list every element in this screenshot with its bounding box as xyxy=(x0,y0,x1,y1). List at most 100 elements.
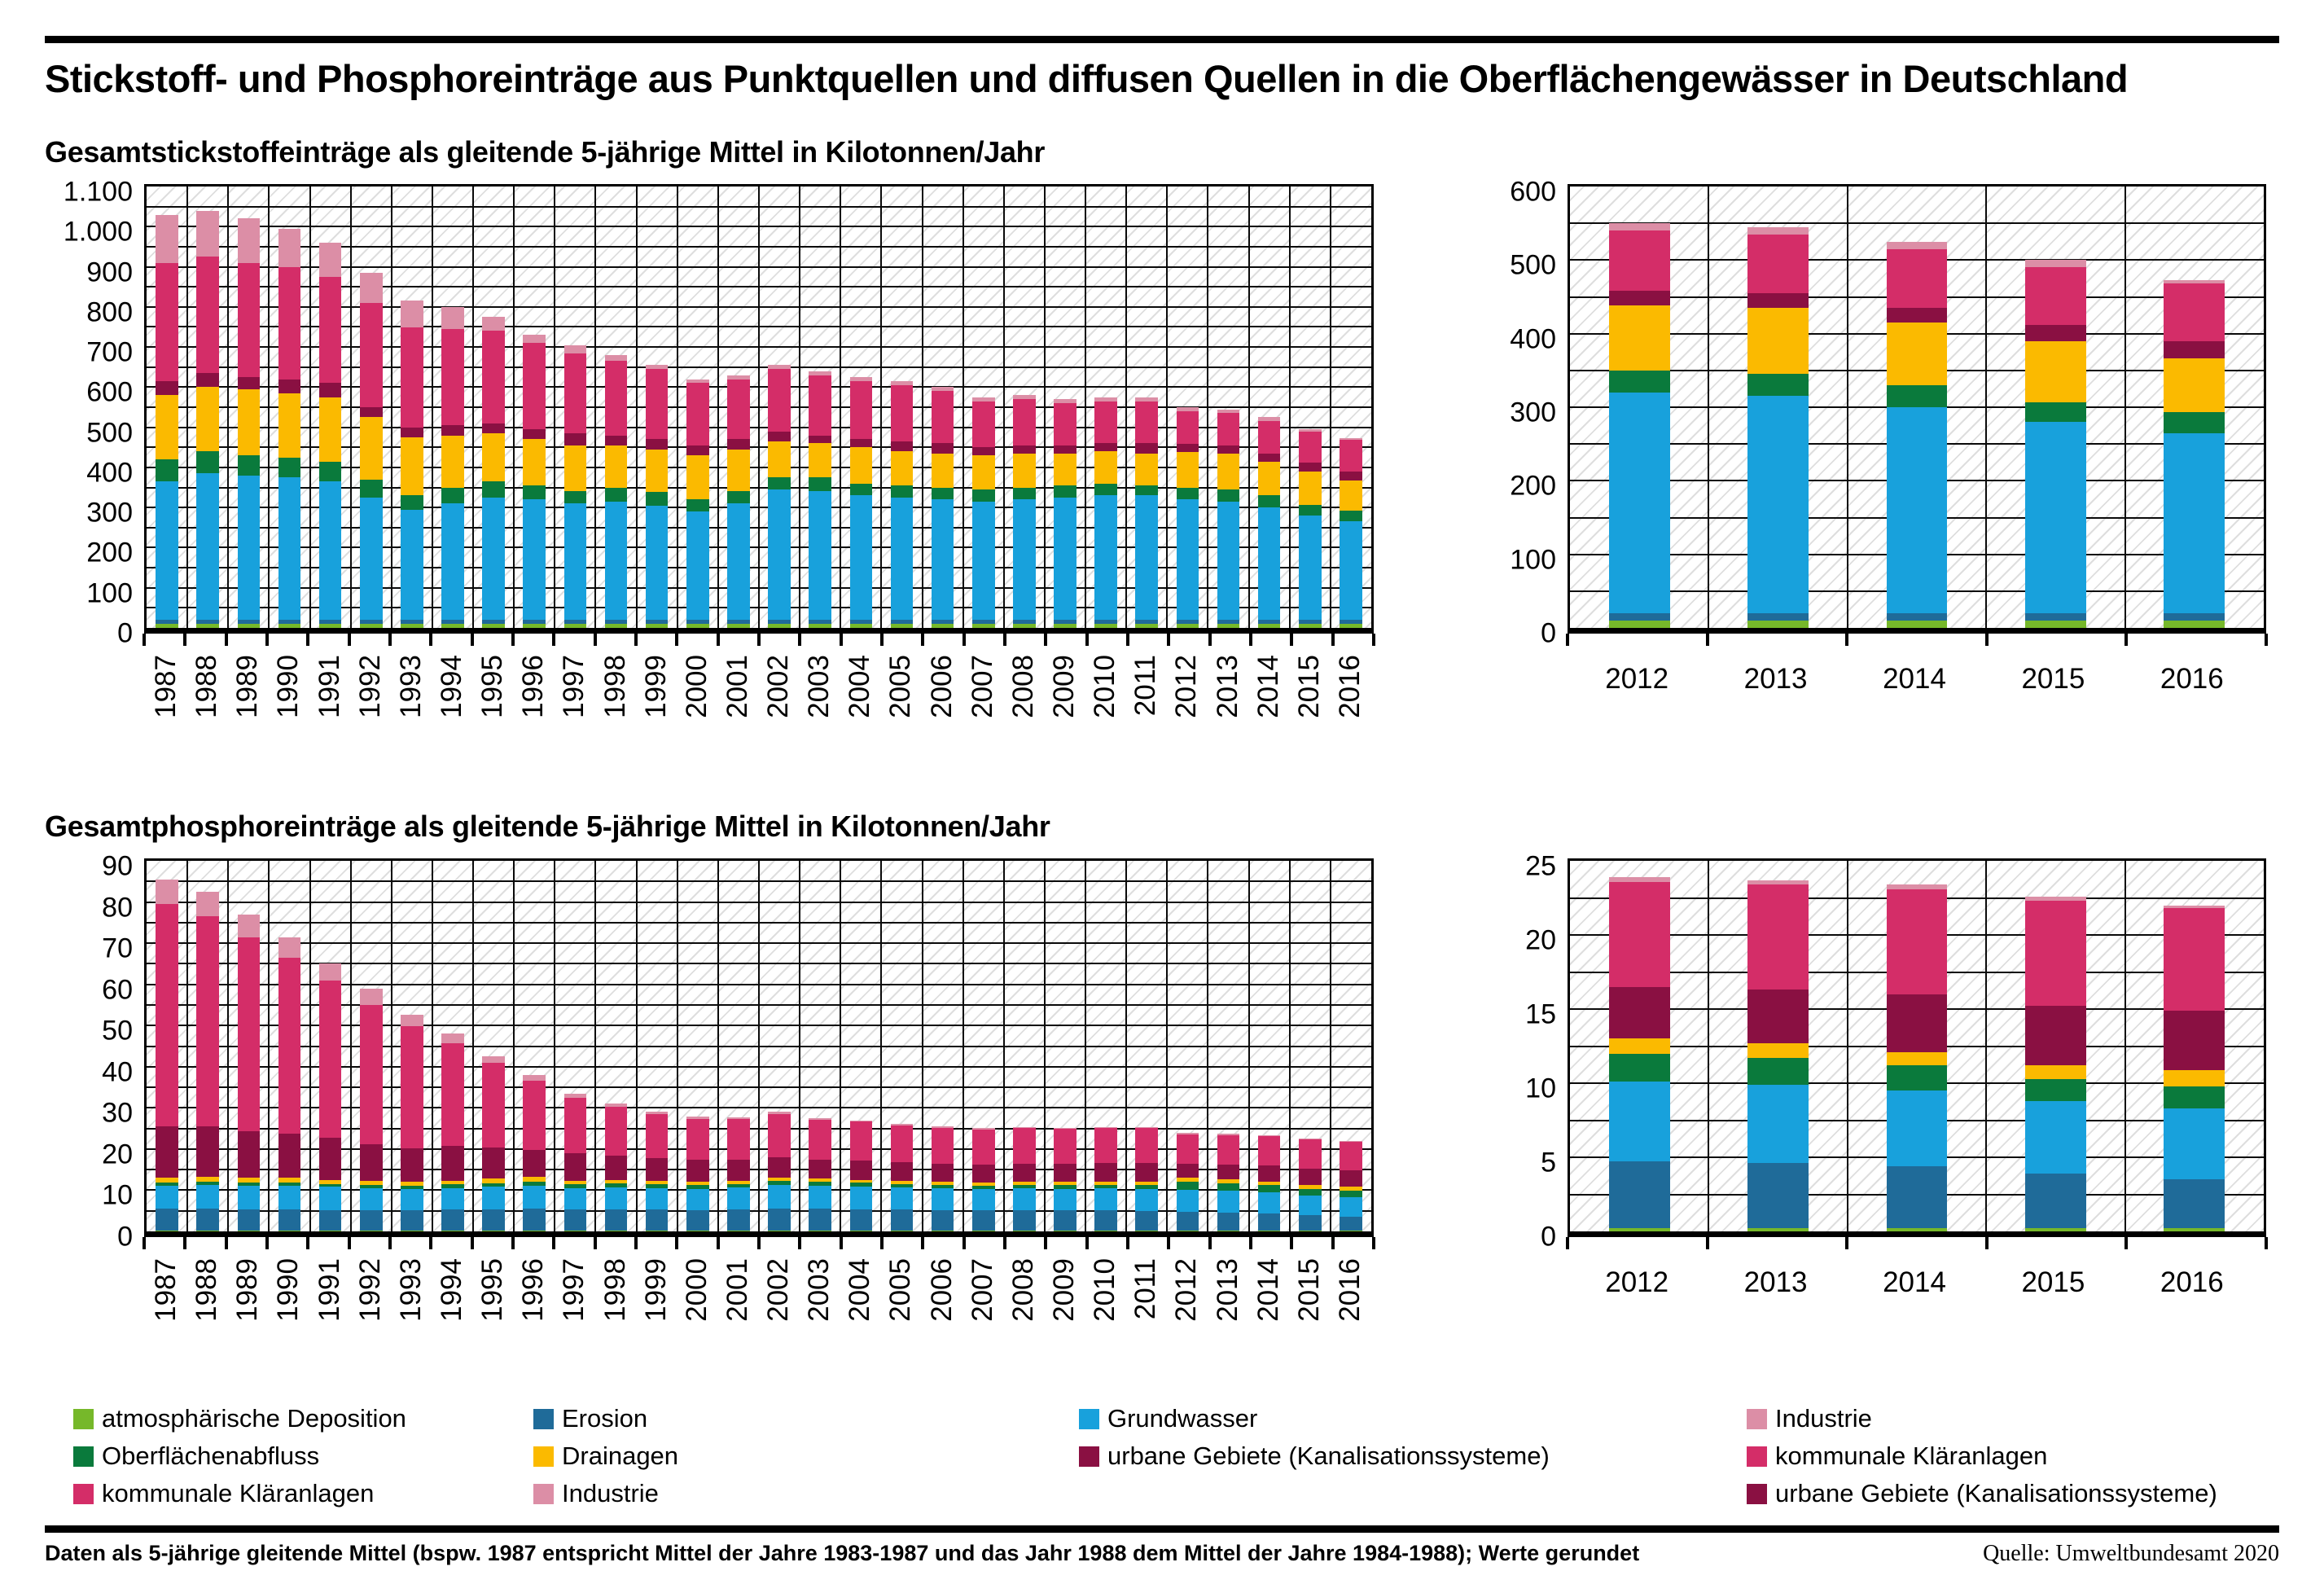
x-tick xyxy=(1984,1237,1989,1249)
x-tick-label: 1995 xyxy=(476,655,509,718)
bar-segment xyxy=(318,481,342,621)
y-tick-label: 0 xyxy=(117,1221,133,1253)
bar-segment xyxy=(2024,1065,2086,1079)
bar-segment xyxy=(318,624,342,628)
bar-segment xyxy=(1299,1169,1322,1186)
legend-label: kommunale Kläranlagen xyxy=(1775,1442,2048,1470)
stacked-bar-2011 xyxy=(1135,397,1159,628)
bar-segment xyxy=(1094,397,1117,402)
bar-segment xyxy=(931,620,954,625)
bar-segment xyxy=(1608,620,1670,628)
bar-segment xyxy=(931,1182,954,1186)
bar-segment xyxy=(1299,1138,1322,1140)
x-tick xyxy=(1167,1237,1171,1249)
bar-segment xyxy=(2164,905,2225,909)
bar-segment xyxy=(768,365,791,370)
x-tick xyxy=(757,1237,761,1249)
bar-segment xyxy=(604,1155,628,1180)
bar-segment xyxy=(1747,990,1809,1043)
bar-segment xyxy=(1094,443,1117,452)
bar-segment xyxy=(156,1186,178,1209)
bar-segment xyxy=(645,1158,669,1182)
y-tick-label: 300 xyxy=(86,497,133,529)
stacked-bar-1993 xyxy=(401,301,423,628)
bar-segment xyxy=(1886,241,1948,249)
x-tick xyxy=(388,634,392,646)
bar-segment xyxy=(645,1184,669,1188)
section-title-nitrogen: Gesamtstickstoffeinträge als gleitende 5… xyxy=(45,135,1046,169)
bar-segment xyxy=(1608,1038,1670,1054)
bar-segment xyxy=(645,1114,669,1159)
v-gridline xyxy=(431,861,433,1231)
bar-segment xyxy=(1176,444,1199,453)
bar-segment xyxy=(196,624,219,628)
bar-segment xyxy=(686,620,709,625)
bar-segment xyxy=(523,335,546,344)
bar-segment xyxy=(1747,620,1809,628)
x-tick xyxy=(1249,634,1252,646)
x-tick xyxy=(1126,634,1129,646)
bar-segment xyxy=(482,331,505,423)
bar-segment xyxy=(1176,1163,1199,1178)
x-tick-label: 2003 xyxy=(803,655,835,718)
bar-segment xyxy=(1094,451,1117,484)
x-tick xyxy=(839,1237,843,1249)
bar-segment xyxy=(1135,443,1159,454)
bar-segment xyxy=(1013,487,1036,500)
bar-segment xyxy=(563,433,587,445)
bar-segment xyxy=(278,1183,301,1187)
legend-item: urbane Gebiete (Kanalisationssysteme) xyxy=(1747,1475,2279,1512)
bar-segment xyxy=(237,1186,261,1210)
stacked-bar-2013 xyxy=(1217,1134,1240,1231)
bar-segment xyxy=(768,1208,791,1231)
bar-segment xyxy=(645,1209,669,1231)
bar-segment xyxy=(359,407,383,418)
top-rule xyxy=(45,36,2279,43)
bar-segment xyxy=(401,327,423,428)
stacked-bar-2006 xyxy=(931,387,954,628)
bar-segment xyxy=(1340,438,1362,441)
stacked-bar-2016 xyxy=(1340,1140,1362,1231)
bar-segment xyxy=(604,501,628,621)
bar-segment xyxy=(1013,1182,1036,1185)
x-tick-label: 1989 xyxy=(231,1258,264,1322)
x-tick-label: 2002 xyxy=(762,1258,795,1322)
v-gridline xyxy=(1708,861,1710,1231)
bar-segment xyxy=(237,262,261,378)
bar-segment xyxy=(2024,901,2086,1007)
x-tick-label: 1991 xyxy=(313,1258,345,1322)
v-gridline xyxy=(1002,187,1005,628)
x-tick-label: 2005 xyxy=(884,655,917,718)
x-tick-label: 1992 xyxy=(353,655,386,718)
bar-segment xyxy=(482,1178,505,1184)
bar-segment xyxy=(809,491,831,621)
bar-segment xyxy=(768,1185,791,1209)
bar-segment xyxy=(156,459,178,482)
v-gridline xyxy=(554,187,556,628)
bar-segment xyxy=(156,262,178,382)
bar-segment xyxy=(1013,395,1036,400)
x-tick xyxy=(1566,1237,1569,1249)
bar-segment xyxy=(1217,1190,1240,1213)
v-gridline xyxy=(309,861,311,1231)
bar-segment xyxy=(1886,1065,1948,1091)
x-tick xyxy=(675,634,679,646)
bar-segment xyxy=(727,439,750,450)
v-gridline xyxy=(594,861,597,1231)
bar-segment xyxy=(2024,422,2086,613)
bar-segment xyxy=(482,1209,505,1231)
bar-segment xyxy=(237,1178,261,1183)
v-gridline xyxy=(758,861,760,1231)
bar-segment xyxy=(604,361,628,436)
x-tick xyxy=(1845,634,1849,646)
bar-segment xyxy=(931,624,954,628)
plot-area xyxy=(1568,184,2266,634)
x-tick xyxy=(716,634,720,646)
x-tick xyxy=(880,634,884,646)
bar-segment xyxy=(809,1209,831,1231)
bar-segment xyxy=(1135,624,1159,628)
bar-segment xyxy=(318,461,342,482)
bar-segment xyxy=(156,624,178,628)
v-gridline xyxy=(799,861,801,1231)
